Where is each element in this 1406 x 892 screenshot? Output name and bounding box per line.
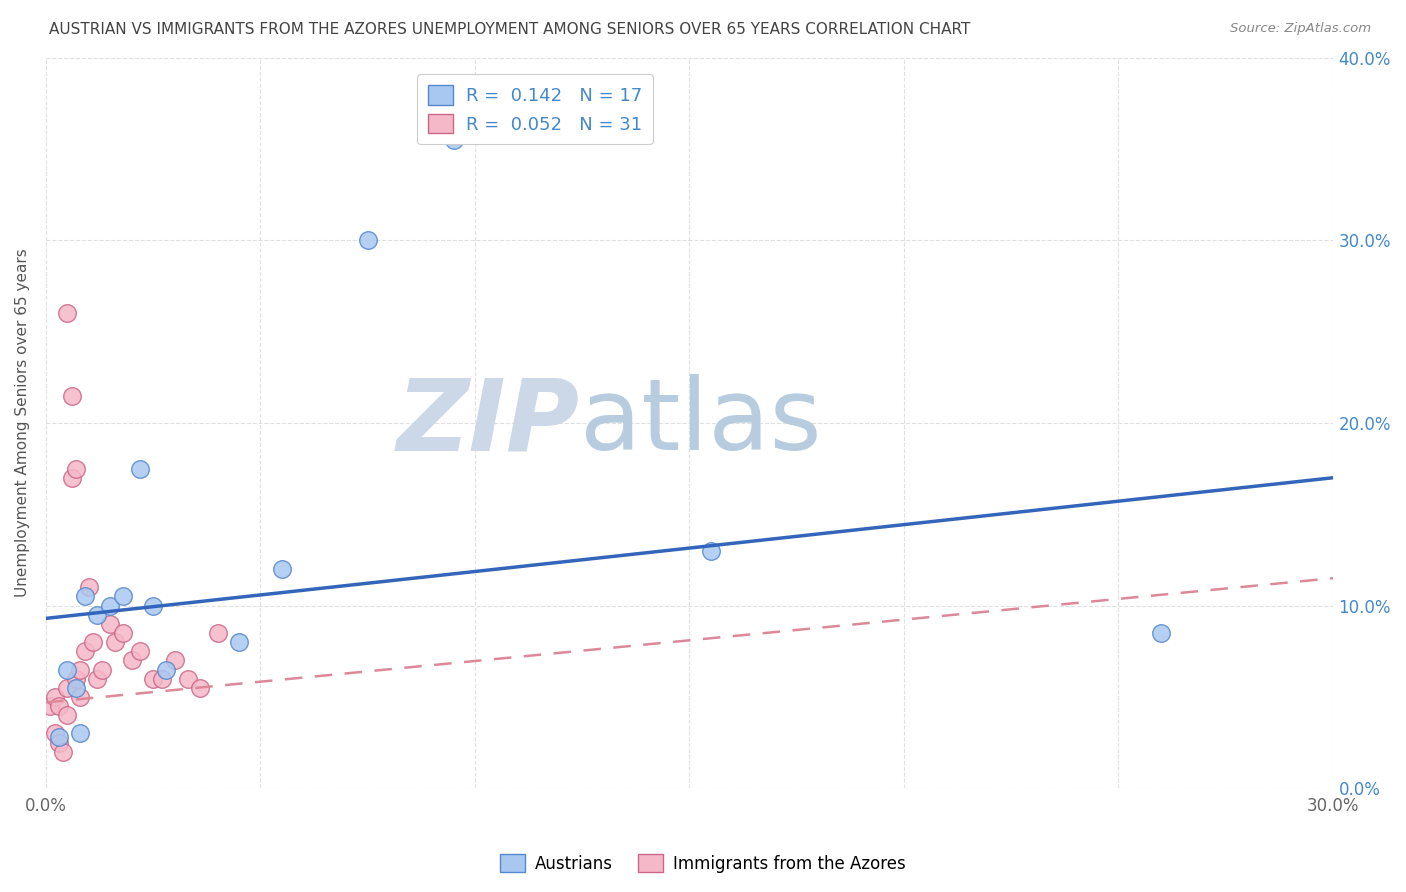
Point	[142, 599, 165, 613]
Point	[443, 133, 465, 147]
Point	[207, 626, 229, 640]
Point	[44, 690, 66, 704]
Point	[60, 388, 83, 402]
Point	[39, 699, 62, 714]
Point	[69, 690, 91, 704]
Legend: Austrians, Immigrants from the Azores: Austrians, Immigrants from the Azores	[494, 847, 912, 880]
Point	[155, 663, 177, 677]
Point	[104, 635, 127, 649]
Point	[98, 616, 121, 631]
Point	[56, 681, 79, 695]
Point	[700, 543, 723, 558]
Point	[1150, 626, 1173, 640]
Point	[150, 672, 173, 686]
Legend: R =  0.142   N = 17, R =  0.052   N = 31: R = 0.142 N = 17, R = 0.052 N = 31	[418, 74, 652, 145]
Point	[86, 607, 108, 622]
Text: atlas: atlas	[581, 375, 821, 472]
Point	[112, 590, 135, 604]
Point	[73, 590, 96, 604]
Y-axis label: Unemployment Among Seniors over 65 years: Unemployment Among Seniors over 65 years	[15, 249, 30, 598]
Point	[44, 726, 66, 740]
Point	[82, 635, 104, 649]
Point	[69, 663, 91, 677]
Point	[56, 306, 79, 320]
Point	[73, 644, 96, 658]
Point	[163, 653, 186, 667]
Point	[65, 681, 87, 695]
Point	[56, 663, 79, 677]
Point	[271, 562, 294, 576]
Text: ZIP: ZIP	[396, 375, 581, 472]
Point	[48, 699, 70, 714]
Point	[112, 626, 135, 640]
Text: AUSTRIAN VS IMMIGRANTS FROM THE AZORES UNEMPLOYMENT AMONG SENIORS OVER 65 YEARS : AUSTRIAN VS IMMIGRANTS FROM THE AZORES U…	[49, 22, 970, 37]
Point	[142, 672, 165, 686]
Point	[228, 635, 250, 649]
Point	[357, 233, 380, 247]
Point	[52, 745, 75, 759]
Point	[129, 461, 152, 475]
Point	[77, 580, 100, 594]
Point	[129, 644, 152, 658]
Point	[121, 653, 143, 667]
Point	[48, 735, 70, 749]
Point	[190, 681, 212, 695]
Point	[90, 663, 112, 677]
Point	[86, 672, 108, 686]
Point	[176, 672, 198, 686]
Point	[48, 730, 70, 744]
Point	[60, 471, 83, 485]
Point	[56, 708, 79, 723]
Point	[98, 599, 121, 613]
Point	[65, 672, 87, 686]
Point	[65, 461, 87, 475]
Text: Source: ZipAtlas.com: Source: ZipAtlas.com	[1230, 22, 1371, 36]
Point	[69, 726, 91, 740]
